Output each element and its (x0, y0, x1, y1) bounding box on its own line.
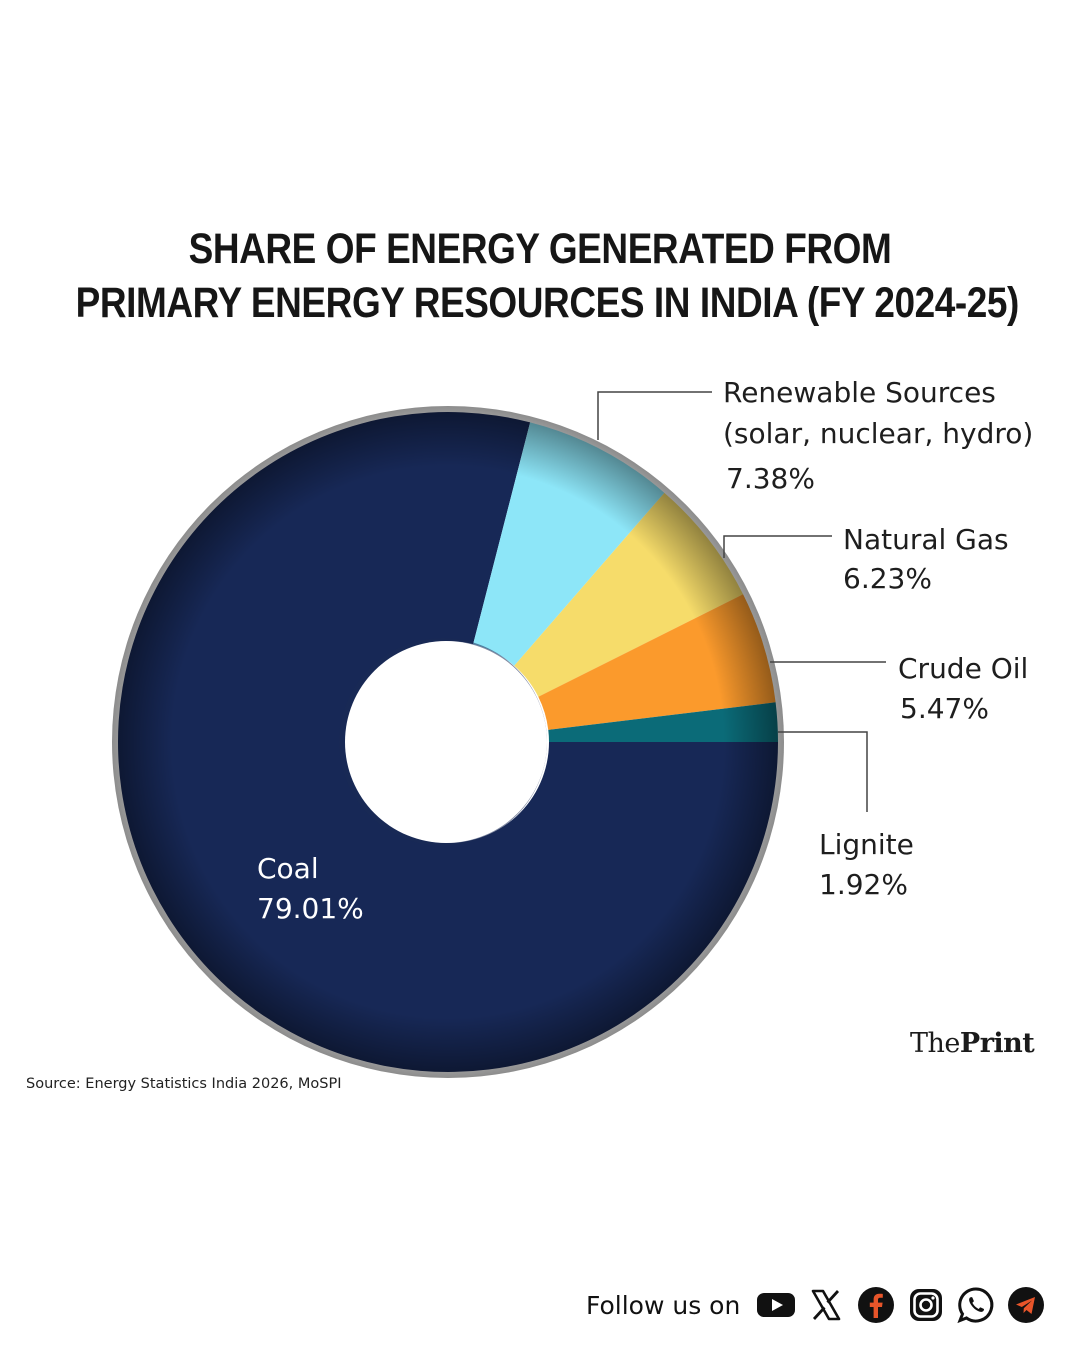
slice-label-lignite: Lignite (819, 828, 914, 861)
leader-line-natural-gas (723, 535, 832, 558)
follow-bar: Follow us on (586, 1283, 1046, 1327)
slice-label-crude-oil: Crude Oil (898, 652, 1028, 685)
brand-logo: ThePrint (910, 1028, 1035, 1059)
whatsapp-icon[interactable] (956, 1285, 996, 1325)
slice-label-coal: Coal (257, 852, 319, 885)
instagram-icon[interactable] (906, 1285, 946, 1325)
slice-value-crude-oil: 5.47% (900, 692, 989, 725)
leader-line-lignite (778, 731, 868, 812)
slice-value-renewable: 7.38% (726, 462, 815, 495)
slice-value-lignite: 1.92% (819, 868, 908, 901)
slice-value-natural-gas: 6.23% (843, 562, 932, 595)
brand-logo-part-1: The (910, 1028, 960, 1059)
follow-text: Follow us on (586, 1290, 741, 1320)
leader-line-renewable (597, 391, 712, 440)
slice-label-natural-gas: Natural Gas (843, 523, 1009, 556)
brand-logo-part-2: Print (959, 1028, 1035, 1059)
facebook-icon[interactable] (856, 1285, 896, 1325)
telegram-icon[interactable] (1006, 1285, 1046, 1325)
x-icon[interactable] (806, 1285, 846, 1325)
slice-label-renewable: Renewable Sources (723, 376, 996, 409)
source-note: Source: Energy Statistics India 2026, Mo… (26, 1076, 342, 1092)
chart-title-line-2: PRIMARY ENERGY RESOURCES IN INDIA (FY 20… (75, 279, 1020, 327)
chart-title: SHARE OF ENERGY GENERATED FROM PRIMARY E… (75, 222, 1020, 330)
youtube-icon[interactable] (756, 1285, 796, 1325)
slice-value-coal: 79.01% (257, 892, 364, 925)
donut-hole (345, 641, 547, 843)
chart-title-line-1: SHARE OF ENERGY GENERATED FROM (188, 225, 892, 273)
slice-label-renewable-detail: (solar, nuclear, hydro) (723, 417, 1033, 450)
